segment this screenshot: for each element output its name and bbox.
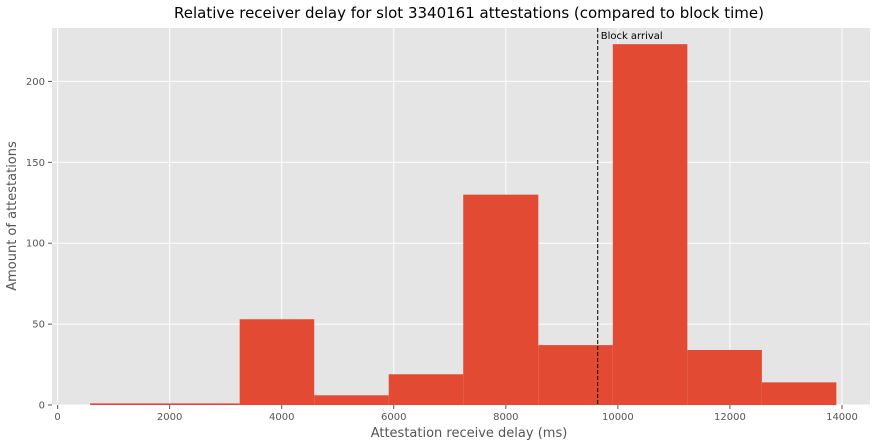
x-tick-label: 14000 [826,412,858,423]
histogram-bar [388,374,464,405]
x-tick-label: 6000 [381,412,406,423]
x-tick-label: 2000 [157,412,182,423]
y-tick-label: 50 [32,320,45,331]
x-axis-ticks: 0 2000 4000 6000 8000 10000 12000 14000 [54,405,858,423]
histogram-bar [761,382,837,405]
histogram-bar [314,395,389,405]
y-tick-label: 200 [26,77,45,88]
chart-title: Relative receiver delay for slot 3340161… [174,4,764,22]
histogram-bar [538,345,613,405]
plot-area [52,28,870,405]
histogram-bar [463,194,539,405]
reference-line-group: Block arrival [597,28,663,405]
y-axis-label: Amount of attestations [5,141,20,291]
block-arrival-label: Block arrival [601,31,663,42]
histogram-bar [687,349,762,405]
y-tick-label: 150 [26,158,45,169]
y-tick-label: 100 [26,239,45,250]
x-axis-label: Attestation receive delay (ms) [371,426,568,441]
x-tick-label: 12000 [714,412,746,423]
x-tick-label: 8000 [493,412,518,423]
histogram-bar [239,319,315,405]
x-tick-label: 4000 [269,412,294,423]
histogram-bar [612,44,688,405]
x-tick-label: 0 [54,412,60,423]
y-axis-ticks: 0 50 100 150 200 [26,77,52,412]
histogram-bars [90,44,837,405]
histogram-bar [164,403,240,405]
histogram-bar [90,403,165,405]
y-tick-label: 0 [39,401,45,412]
x-tick-label: 10000 [602,412,634,423]
